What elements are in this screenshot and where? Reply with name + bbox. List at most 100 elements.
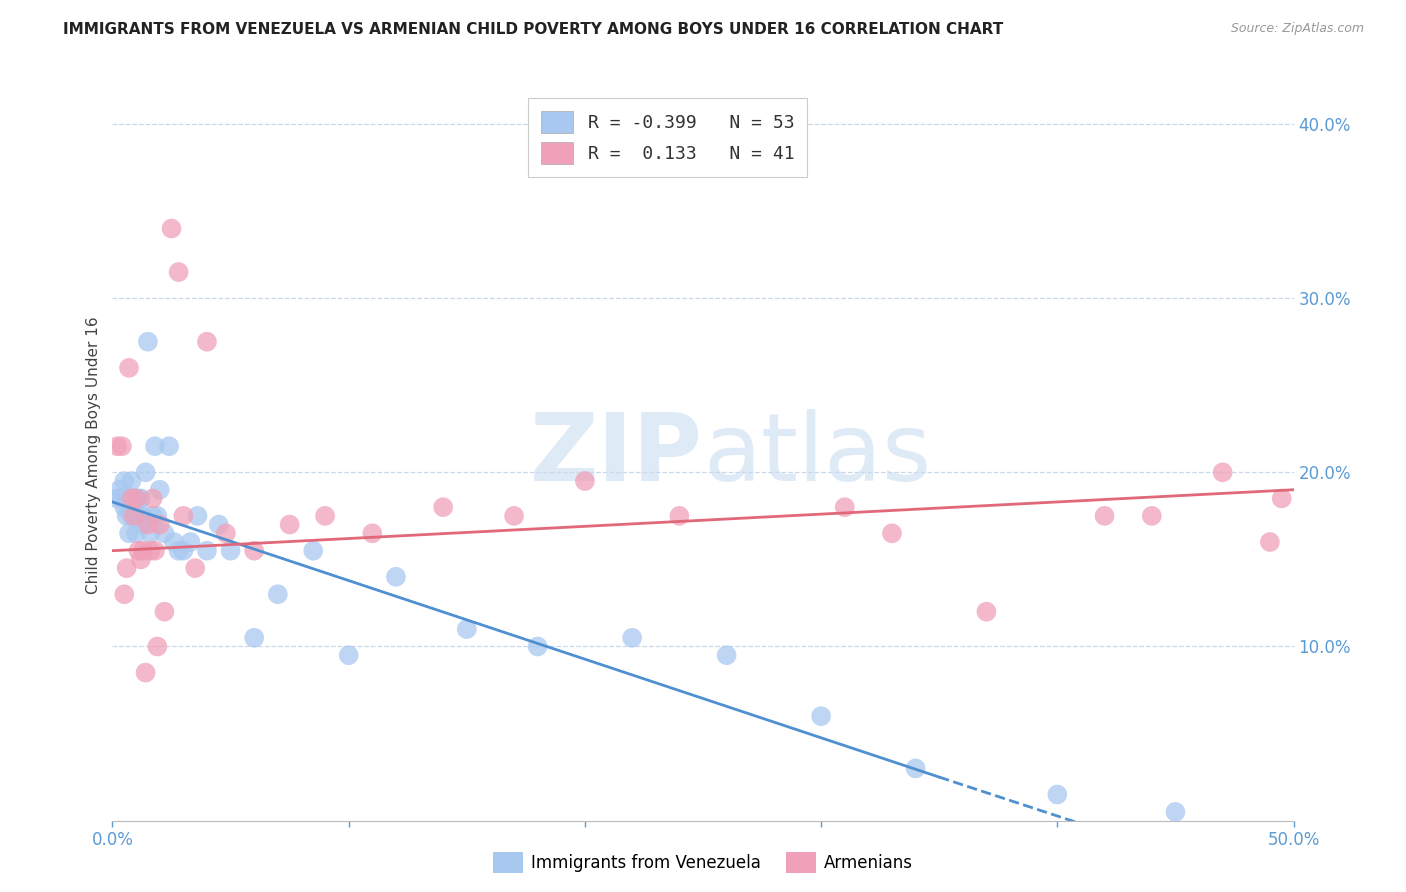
Point bbox=[1140, 508, 1163, 523]
Point bbox=[278, 517, 301, 532]
Point bbox=[160, 221, 183, 235]
Point bbox=[157, 439, 180, 453]
Point bbox=[125, 526, 148, 541]
Point bbox=[120, 508, 142, 523]
Point bbox=[314, 508, 336, 523]
Point bbox=[112, 500, 135, 515]
Point bbox=[243, 631, 266, 645]
Point bbox=[215, 526, 238, 541]
Point bbox=[122, 508, 145, 523]
Point bbox=[105, 491, 128, 506]
Point bbox=[526, 640, 548, 654]
Point bbox=[122, 508, 145, 523]
Point bbox=[105, 439, 128, 453]
Point bbox=[127, 543, 149, 558]
Point bbox=[163, 535, 186, 549]
Point bbox=[129, 508, 152, 523]
Point bbox=[172, 543, 194, 558]
Point bbox=[621, 631, 644, 645]
Point bbox=[243, 543, 266, 558]
Point bbox=[122, 491, 145, 506]
Point bbox=[149, 483, 172, 497]
Point bbox=[146, 640, 169, 654]
Point bbox=[167, 543, 190, 558]
Point bbox=[668, 508, 690, 523]
Point bbox=[186, 508, 208, 523]
Point bbox=[115, 508, 138, 523]
Point bbox=[139, 543, 162, 558]
Point bbox=[1212, 466, 1234, 480]
Point bbox=[142, 508, 165, 523]
Y-axis label: Child Poverty Among Boys Under 16: Child Poverty Among Boys Under 16 bbox=[86, 316, 101, 594]
Point bbox=[135, 466, 157, 480]
Point bbox=[184, 561, 207, 575]
Point bbox=[120, 474, 142, 488]
Point bbox=[132, 517, 155, 532]
Point bbox=[132, 543, 155, 558]
Point bbox=[142, 491, 165, 506]
Point bbox=[111, 491, 134, 506]
Legend: Immigrants from Venezuela, Armenians: Immigrants from Venezuela, Armenians bbox=[486, 846, 920, 880]
Point bbox=[179, 535, 201, 549]
Text: atlas: atlas bbox=[703, 409, 931, 501]
Point bbox=[120, 491, 142, 506]
Point bbox=[125, 508, 148, 523]
Point bbox=[112, 474, 135, 488]
Point bbox=[136, 517, 159, 532]
Text: IMMIGRANTS FROM VENEZUELA VS ARMENIAN CHILD POVERTY AMONG BOYS UNDER 16 CORRELAT: IMMIGRANTS FROM VENEZUELA VS ARMENIAN CH… bbox=[63, 22, 1004, 37]
Point bbox=[153, 605, 176, 619]
Point bbox=[127, 491, 149, 506]
Point bbox=[195, 334, 218, 349]
Point bbox=[337, 648, 360, 663]
Point bbox=[195, 543, 218, 558]
Point bbox=[302, 543, 325, 558]
Point bbox=[149, 517, 172, 532]
Text: Source: ZipAtlas.com: Source: ZipAtlas.com bbox=[1230, 22, 1364, 36]
Point bbox=[120, 491, 142, 506]
Point bbox=[172, 508, 194, 523]
Point bbox=[127, 508, 149, 523]
Point bbox=[904, 761, 927, 775]
Point bbox=[1258, 535, 1281, 549]
Point bbox=[118, 526, 141, 541]
Point bbox=[153, 526, 176, 541]
Point bbox=[125, 491, 148, 506]
Point bbox=[880, 526, 903, 541]
Point bbox=[115, 561, 138, 575]
Point bbox=[108, 483, 131, 497]
Point bbox=[139, 526, 162, 541]
Point bbox=[574, 474, 596, 488]
Point bbox=[810, 709, 832, 723]
Point bbox=[267, 587, 290, 601]
Point bbox=[115, 491, 138, 506]
Point bbox=[143, 439, 166, 453]
Point bbox=[716, 648, 738, 663]
Point bbox=[118, 500, 141, 515]
Point bbox=[432, 500, 454, 515]
Point bbox=[146, 508, 169, 523]
Point bbox=[111, 439, 134, 453]
Point bbox=[1046, 788, 1069, 802]
Point bbox=[118, 360, 141, 375]
Point bbox=[129, 491, 152, 506]
Point bbox=[456, 622, 478, 636]
Point bbox=[361, 526, 384, 541]
Point bbox=[132, 508, 155, 523]
Point bbox=[129, 552, 152, 566]
Point bbox=[385, 570, 408, 584]
Point bbox=[503, 508, 526, 523]
Point bbox=[167, 265, 190, 279]
Point bbox=[219, 543, 242, 558]
Point bbox=[1094, 508, 1116, 523]
Point bbox=[112, 587, 135, 601]
Point bbox=[834, 500, 856, 515]
Point bbox=[208, 517, 231, 532]
Point bbox=[135, 665, 157, 680]
Point bbox=[1271, 491, 1294, 506]
Point bbox=[125, 491, 148, 506]
Text: ZIP: ZIP bbox=[530, 409, 703, 501]
Point bbox=[136, 334, 159, 349]
Point bbox=[976, 605, 998, 619]
Legend: R = -0.399   N = 53, R =  0.133   N = 41: R = -0.399 N = 53, R = 0.133 N = 41 bbox=[529, 98, 807, 177]
Point bbox=[143, 543, 166, 558]
